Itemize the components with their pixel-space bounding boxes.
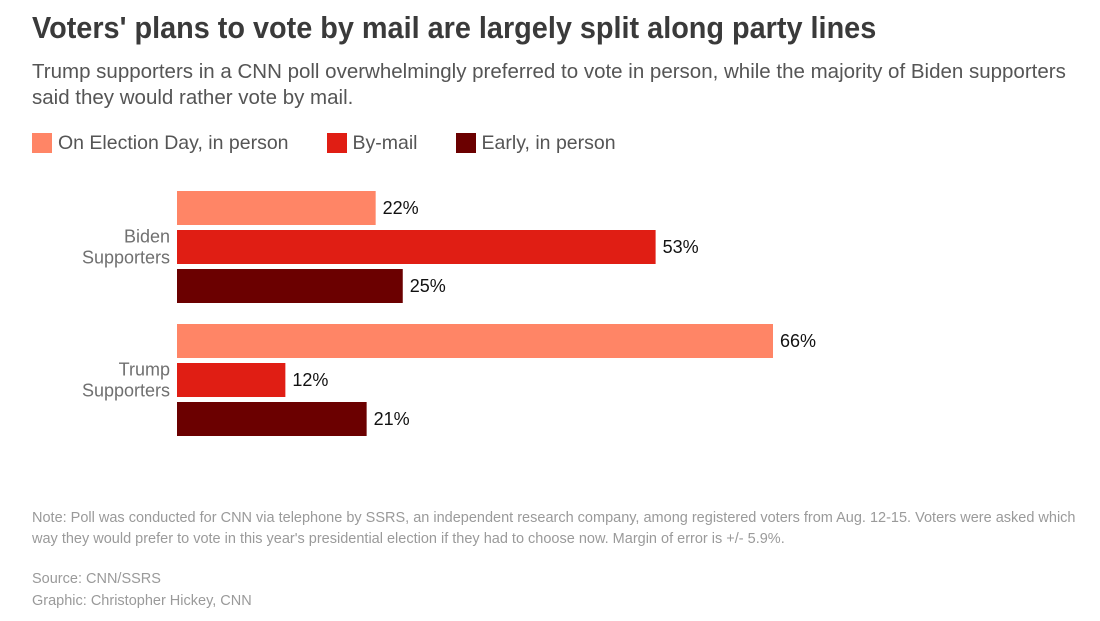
chart-title: Voters' plans to vote by mail are largel… — [32, 10, 877, 45]
legend-swatch-early — [455, 133, 476, 153]
category-label-line: Supporters — [82, 381, 170, 401]
chart-note: Note: Poll was conducted for CNN via tel… — [32, 510, 1076, 547]
bar-biden-supporters-by-mail — [177, 230, 656, 264]
chart-subtitle: Trump supporters in a CNN poll overwhelm… — [32, 60, 1066, 109]
value-label-trump-supporters-early-in-person: 21% — [374, 409, 410, 429]
chart-source: Source: CNN/SSRS — [32, 571, 161, 587]
legend-item-early: Early, in person — [455, 131, 616, 155]
bar-biden-supporters-early-in-person — [177, 269, 403, 303]
legend-label-by-mail: By-mail — [352, 131, 418, 154]
value-label-biden-supporters-by-mail: 53% — [663, 237, 699, 257]
value-label-biden-supporters-on-election-day-in-person: 22% — [383, 198, 419, 218]
legend-label-election-day: On Election Day, in person — [58, 131, 289, 154]
category-label-line: Trump — [119, 360, 170, 380]
chart-credit: Graphic: Christopher Hickey, CNN — [32, 593, 252, 609]
legend-item-by-mail: By-mail — [326, 131, 418, 155]
bar-trump-supporters-on-election-day-in-person — [177, 324, 773, 358]
legend-swatch-election-day — [32, 133, 52, 153]
legend-item-election-day: On Election Day, in person — [32, 132, 289, 155]
legend-label-early: Early, in person — [481, 131, 616, 154]
category-label-trump-supporters: Trump Supporters — [82, 360, 170, 401]
value-label-trump-supporters-on-election-day-in-person: 66% — [780, 331, 816, 351]
bar-biden-supporters-on-election-day-in-person — [177, 191, 376, 225]
category-label-line: Supporters — [82, 248, 170, 268]
legend-swatch-by-mail — [326, 133, 347, 153]
value-label-trump-supporters-by-mail: 12% — [292, 370, 328, 390]
category-label-line: Biden — [124, 227, 170, 247]
legend: On Election Day, in person By-mail Early… — [32, 131, 654, 155]
value-label-biden-supporters-early-in-person: 25% — [410, 276, 446, 296]
bar-trump-supporters-by-mail — [177, 363, 286, 397]
bar-trump-supporters-early-in-person — [177, 402, 367, 436]
category-label-biden-supporters: Biden Supporters — [82, 227, 170, 268]
